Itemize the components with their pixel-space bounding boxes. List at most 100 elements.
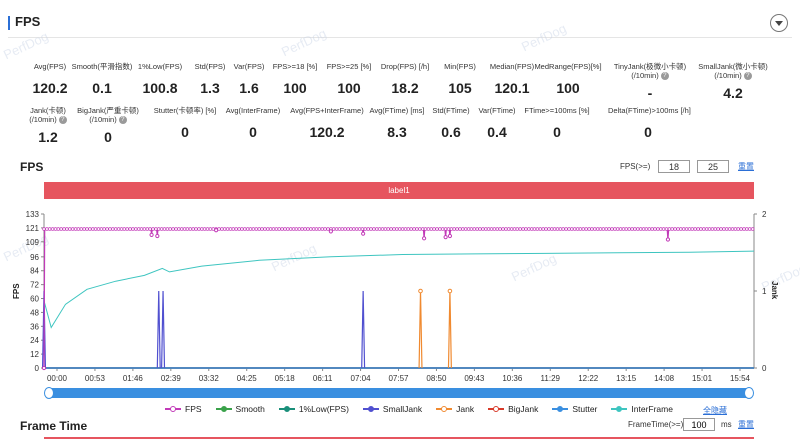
fps-point — [306, 227, 310, 231]
legend-item[interactable]: SmallJank — [362, 403, 422, 415]
time-range-fill[interactable] — [50, 388, 748, 398]
legend-item[interactable]: FPS — [165, 403, 202, 415]
fps-point — [375, 227, 379, 231]
fps-point — [303, 227, 307, 231]
legend-label: Stutter — [572, 404, 598, 414]
x-tick-label: 09:43 — [464, 374, 485, 383]
help-icon[interactable]: ? — [660, 72, 669, 81]
fps-point — [615, 227, 620, 231]
legend-marker-icon — [616, 406, 623, 412]
legend-item[interactable]: Jank — [436, 403, 474, 415]
metric-value: 120.2 — [32, 80, 68, 96]
fps-panel-header: FPS — [0, 0, 800, 38]
legend-swatch-icon — [278, 406, 295, 412]
fps-point — [647, 227, 652, 231]
legend-swatch-icon — [165, 406, 181, 412]
fps-point — [225, 227, 230, 231]
fps-point — [389, 227, 393, 231]
metric-item: MedRange(FPS)[%] 100 — [528, 62, 608, 96]
fps-point — [504, 227, 508, 231]
x-tick-label: 13:15 — [616, 374, 637, 383]
fps-point — [581, 227, 586, 231]
fps-point — [154, 227, 158, 231]
fps-point — [621, 227, 626, 231]
fps-dip-point — [41, 365, 47, 371]
fps-point — [486, 227, 491, 231]
fps-point — [443, 227, 448, 231]
fps-point — [521, 227, 525, 231]
fps-point — [452, 227, 456, 231]
range-end-handle[interactable] — [744, 387, 754, 399]
fps-point — [357, 227, 362, 231]
fps-reset-link[interactable]: 重置 — [738, 162, 754, 171]
frametime-threshold-input[interactable] — [683, 418, 715, 431]
legend-item[interactable]: BigJank — [488, 403, 538, 415]
fps-threshold-2-input[interactable] — [697, 160, 729, 173]
metric-label: Delta(FTime)>100ms [/h] — [608, 106, 691, 115]
time-range-slider[interactable] — [44, 387, 754, 399]
fps-threshold-1-input[interactable] — [658, 160, 690, 173]
metric-item: Median(FPS) 120.1 — [472, 62, 552, 96]
legend-item[interactable]: Stutter — [552, 403, 597, 415]
fps-point — [607, 227, 611, 231]
metric-item: Stutter(卡顿率) [%] 0 — [145, 106, 225, 140]
fps-point — [200, 227, 204, 231]
legend-marker-icon — [493, 406, 500, 412]
fps-point — [243, 227, 247, 231]
help-icon[interactable]: ? — [118, 116, 127, 125]
metric-value: 4.2 — [723, 85, 743, 102]
fps-point — [245, 227, 250, 231]
fps-point — [670, 227, 674, 231]
fps-point — [656, 227, 660, 231]
fps-point — [501, 227, 505, 231]
jank-spike — [418, 290, 423, 369]
fps-point — [455, 227, 459, 231]
legend-item[interactable]: Smooth — [215, 403, 265, 415]
fps-point — [736, 227, 740, 231]
metric-item: Min(FPS) 105 — [420, 62, 500, 96]
help-icon[interactable]: ? — [743, 72, 752, 81]
y-tick-label: 0 — [35, 364, 40, 373]
frametime-reset-link[interactable]: 重置 — [738, 420, 754, 429]
metric-label: FPS>=18 [%] — [272, 62, 318, 71]
label-bar[interactable]: label1 — [44, 182, 754, 199]
fps-point — [716, 227, 720, 231]
frametime-threshold-label: FrameTime(>=) — [628, 420, 684, 429]
metric-item: Delta(FTime)>100ms [/h] 0 — [608, 106, 691, 140]
fps-point — [567, 227, 571, 231]
fps-point — [400, 227, 405, 231]
legend-item[interactable]: 1%Low(FPS) — [278, 403, 349, 415]
fps-point — [286, 227, 290, 231]
frametime-unit: ms — [721, 420, 732, 429]
fps-point — [535, 227, 540, 231]
legend-marker-icon — [367, 406, 374, 412]
x-tick-label: 10:36 — [502, 374, 523, 383]
fps-point — [406, 227, 411, 231]
fps-point — [667, 227, 672, 231]
fps-point — [659, 227, 663, 231]
x-tick-label: 03:32 — [199, 374, 220, 383]
fps-point — [208, 227, 213, 231]
fps-point — [690, 227, 695, 231]
fps-point — [45, 227, 49, 231]
hide-all-link[interactable]: 全隐藏 — [703, 406, 727, 415]
metric-value: 0 — [181, 124, 189, 140]
frame-time-section-title: Frame Time — [20, 419, 88, 433]
fps-point — [50, 227, 55, 231]
fps-point — [584, 227, 588, 231]
collapse-chevron-icon[interactable] — [770, 14, 788, 32]
fps-point — [228, 227, 233, 231]
metric-label: Std(FPS) — [194, 62, 226, 71]
fps-point — [240, 227, 244, 231]
fps-point — [334, 227, 339, 231]
fps-point — [730, 227, 735, 231]
fps-point — [151, 227, 155, 231]
help-icon[interactable]: ? — [58, 116, 67, 125]
legend-item[interactable]: InterFrame — [611, 403, 673, 415]
fps-point — [42, 227, 46, 231]
fps-point — [630, 227, 634, 231]
range-start-handle[interactable] — [44, 387, 54, 399]
fps-point — [202, 227, 207, 231]
jank-spike — [447, 290, 452, 369]
